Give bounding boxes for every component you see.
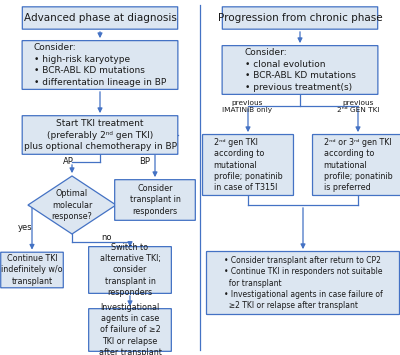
Text: previous
2ⁿᵈ GEN TKI: previous 2ⁿᵈ GEN TKI — [337, 100, 379, 113]
FancyBboxPatch shape — [1, 252, 63, 288]
Text: Consider
transplant in
responders: Consider transplant in responders — [130, 184, 180, 216]
Text: Continue TKI
indefinitely w/o
transplant: Continue TKI indefinitely w/o transplant — [1, 254, 63, 286]
FancyBboxPatch shape — [22, 116, 178, 154]
FancyBboxPatch shape — [22, 7, 178, 29]
Text: • Consider transplant after return to CP2
• Continue TKI in responders not suita: • Consider transplant after return to CP… — [224, 256, 382, 310]
Text: AP: AP — [62, 158, 74, 166]
FancyBboxPatch shape — [89, 247, 171, 293]
FancyBboxPatch shape — [222, 7, 378, 29]
FancyBboxPatch shape — [115, 180, 195, 220]
Polygon shape — [28, 176, 116, 234]
Text: Optimal
molecular
response?: Optimal molecular response? — [52, 189, 92, 221]
Text: previous
IMATINIB only: previous IMATINIB only — [222, 100, 272, 113]
FancyBboxPatch shape — [222, 45, 378, 94]
FancyBboxPatch shape — [22, 40, 178, 89]
Text: 2ⁿᵈ or 3ʳᵈ gen TKI
according to
mutational
profile; ponatinib
is preferred: 2ⁿᵈ or 3ʳᵈ gen TKI according to mutation… — [324, 138, 392, 192]
Text: Consider:
• clonal evolution
• BCR-ABL KD mutations
• previous treatment(s): Consider: • clonal evolution • BCR-ABL K… — [244, 48, 356, 92]
Text: no: no — [102, 234, 112, 242]
Text: Consider:
• high-risk karyotype
• BCR-ABL KD mutations
• differentation lineage : Consider: • high-risk karyotype • BCR-AB… — [34, 43, 166, 87]
Text: yes: yes — [18, 224, 32, 233]
Text: BP: BP — [140, 158, 150, 166]
Text: Start TKI treatment
(preferably 2ⁿᵈ gen TKI)
plus optional chemotherapy in BP: Start TKI treatment (preferably 2ⁿᵈ gen … — [24, 119, 176, 151]
Text: Progression from chronic phase: Progression from chronic phase — [218, 13, 382, 23]
Text: Switch to
alternative TKI;
consider
transplant in
responders: Switch to alternative TKI; consider tran… — [100, 242, 160, 297]
Text: 2ⁿᵈ gen TKI
according to
mutational
profile; ponatinib
in case of T315I: 2ⁿᵈ gen TKI according to mutational prof… — [214, 138, 282, 192]
Text: Advanced phase at diagnosis: Advanced phase at diagnosis — [24, 13, 176, 23]
FancyBboxPatch shape — [206, 251, 400, 315]
FancyBboxPatch shape — [89, 308, 171, 351]
FancyBboxPatch shape — [312, 135, 400, 196]
Text: Investigational
agents in case
of failure of ≥2
TKI or relapse
after transplant: Investigational agents in case of failur… — [98, 302, 162, 355]
FancyBboxPatch shape — [202, 135, 294, 196]
